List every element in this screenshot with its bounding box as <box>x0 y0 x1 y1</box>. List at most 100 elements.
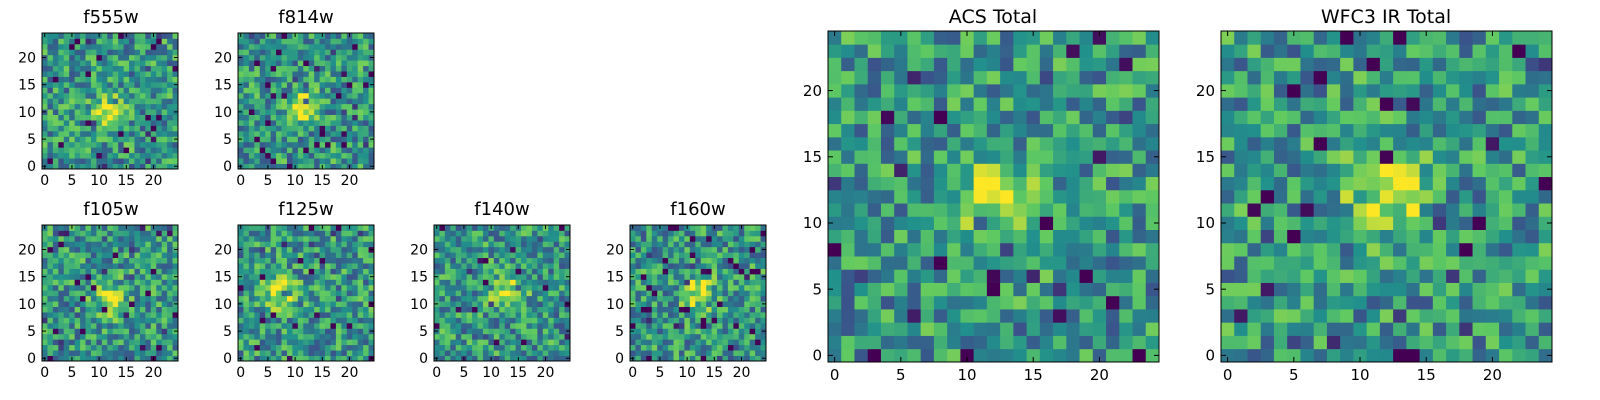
heatmap-cell <box>1053 282 1067 297</box>
heatmap-cell <box>52 328 59 335</box>
heatmap-cell <box>139 54 146 61</box>
heatmap-cell <box>749 246 756 253</box>
heatmap-cell <box>1300 216 1315 230</box>
heatmap-cell <box>1419 203 1434 217</box>
heatmap-cell <box>854 309 869 323</box>
heatmap-cell <box>123 328 130 335</box>
heatmap-cell <box>270 301 277 307</box>
heatmap-cell <box>635 284 642 291</box>
heatmap-cell <box>439 312 446 318</box>
heatmap-cell <box>1432 176 1447 191</box>
heatmap-cell <box>69 252 76 259</box>
heatmap-cell <box>1145 189 1160 204</box>
heatmap-cell <box>363 60 369 67</box>
heatmap-cell <box>640 273 647 280</box>
heatmap-cell <box>90 263 97 269</box>
heatmap-cell <box>1326 189 1341 204</box>
heatmap-cell <box>156 120 163 126</box>
heatmap-cell <box>63 65 70 72</box>
heatmap-cell <box>335 306 342 313</box>
heatmap-cell <box>363 130 369 137</box>
heatmap-cell <box>450 246 457 253</box>
heatmap-cell <box>270 279 277 286</box>
heatmap-cell <box>243 98 250 105</box>
heatmap-cell <box>330 158 337 164</box>
heatmap-cell <box>346 322 353 329</box>
heatmap-cell <box>1119 295 1133 310</box>
heatmap-cell <box>341 38 348 45</box>
heatmap-cell <box>161 263 168 269</box>
heatmap-cell <box>107 230 114 237</box>
heatmap-cell <box>700 301 707 307</box>
heatmap-cell <box>80 225 86 231</box>
heatmap-cell <box>706 350 712 356</box>
heatmap-cell <box>107 339 114 346</box>
heatmap-cell <box>297 328 304 335</box>
heatmap-cell <box>920 123 935 138</box>
heatmap-cell <box>276 60 282 67</box>
heatmap-cell <box>1446 176 1460 191</box>
heatmap-cell <box>738 350 745 356</box>
heatmap-cell <box>553 230 560 237</box>
heatmap-cell <box>439 241 446 248</box>
heatmap-cell <box>526 235 533 242</box>
heatmap-cell <box>145 344 152 351</box>
heatmap-cell <box>145 158 152 164</box>
axes-frame <box>433 224 571 362</box>
heatmap-cell <box>243 71 250 77</box>
heatmap-cell <box>265 235 272 242</box>
heatmap-cell <box>259 130 266 137</box>
heatmap-cell <box>1000 57 1014 72</box>
heatmap-cell <box>118 54 124 61</box>
heatmap-cell <box>706 252 712 259</box>
heatmap-cell <box>90 141 97 148</box>
heatmap-cell <box>286 87 293 94</box>
heatmap-cell <box>1485 242 1500 257</box>
heatmap-cell <box>118 317 124 324</box>
heatmap-cell <box>760 290 767 297</box>
heatmap-cell <box>521 312 527 318</box>
heatmap-cell <box>727 333 734 340</box>
heatmap-cell <box>482 241 489 248</box>
heatmap-cell <box>265 65 272 72</box>
heatmap-cell <box>684 339 691 346</box>
heatmap-cell <box>749 252 756 259</box>
heatmap-cell <box>466 252 473 259</box>
heatmap-cell <box>1432 269 1447 283</box>
heatmap-cell <box>52 273 59 280</box>
heatmap-cell <box>867 136 882 151</box>
panel-title-acs-total: ACS Total <box>948 6 1038 28</box>
heatmap-cell <box>455 355 462 362</box>
heatmap-cell <box>259 71 266 77</box>
heatmap-cell <box>363 339 369 346</box>
heatmap-cell <box>90 87 97 94</box>
heatmap-cell <box>346 328 353 335</box>
heatmap-cell <box>58 301 65 307</box>
heatmap-cell <box>1132 348 1147 363</box>
heatmap-cell <box>1313 163 1328 178</box>
heatmap-cell <box>297 163 304 170</box>
heatmap-cell <box>69 273 76 280</box>
heatmap-cell <box>640 257 647 264</box>
heatmap-cell <box>695 317 702 324</box>
heatmap-cell <box>330 350 337 356</box>
heatmap-cell <box>564 241 571 248</box>
heatmap-cell <box>297 350 304 356</box>
heatmap-cell <box>434 230 440 237</box>
heatmap-cell <box>107 312 114 318</box>
heatmap-cell <box>1221 282 1235 297</box>
heatmap-cell <box>156 257 163 264</box>
heatmap-cell <box>80 130 86 137</box>
heatmap-cell <box>1326 269 1341 283</box>
heatmap-cell <box>270 103 277 110</box>
heatmap-cell <box>1039 335 1054 350</box>
heatmap-cell <box>960 31 975 45</box>
heatmap-cell <box>1013 57 1027 72</box>
heatmap-cell <box>118 241 124 248</box>
heatmap-cell <box>1300 335 1315 350</box>
heatmap-cell <box>330 230 337 237</box>
heatmap-cell <box>1340 150 1354 164</box>
heatmap-cell <box>238 235 244 242</box>
panel-title-f125w: f125w <box>278 199 334 220</box>
heatmap-cell <box>248 103 255 110</box>
